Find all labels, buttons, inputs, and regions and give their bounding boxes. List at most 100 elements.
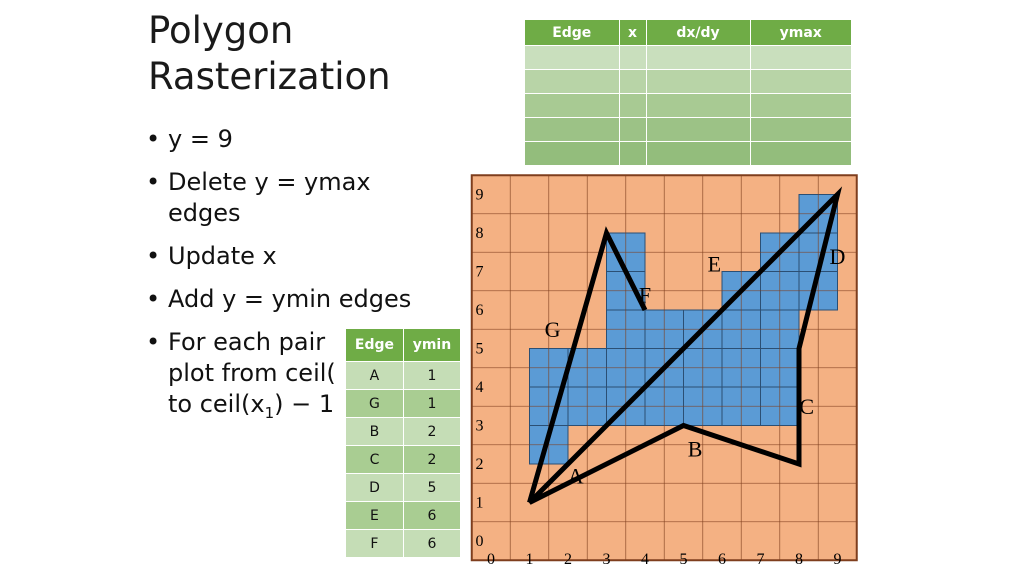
table-cell	[645, 69, 751, 94]
table-cell	[645, 45, 751, 70]
y-tick-label: 5	[475, 341, 483, 358]
active-edge-table: Edge x dx/dy ymax	[524, 19, 852, 166]
bullet-item: • For each pair plot from ceil( to ceil(…	[146, 327, 446, 429]
table-cell	[749, 117, 852, 142]
bullet-item: • Delete y = ymax edges	[146, 167, 446, 229]
table-cell	[618, 141, 647, 166]
edge-label: D	[830, 244, 846, 269]
title-line-2: Rasterization	[148, 55, 391, 98]
bullet-text-part: ) − 1	[274, 390, 335, 418]
raster-grid-plot: 0 1 2 3 4 5 6 7 8 9 0 1 2 3 4 5 6 7 8 9 A B C D E F G	[470, 174, 858, 568]
bullet-dot-icon: •	[146, 285, 161, 313]
aet-header-edge: Edge	[524, 19, 620, 46]
subscript: 1	[264, 403, 275, 422]
bullet-dot-icon: •	[146, 168, 161, 196]
aet-header-dxdy: dx/dy	[645, 19, 751, 46]
y-tick-label: 8	[475, 225, 483, 242]
bullet-dot-icon: •	[146, 328, 161, 356]
bullet-item: • Update x	[146, 241, 446, 272]
bullet-text: Add y = ymin edges	[168, 285, 412, 313]
table-row	[524, 141, 852, 166]
aet-header-ymax: ymax	[749, 19, 852, 46]
x-tick-label: 3	[603, 551, 611, 568]
bullet-item: • Add y = ymin edges	[146, 284, 446, 315]
table-cell	[524, 117, 620, 142]
ymin-cell: 1	[402, 361, 462, 390]
table-cell	[645, 117, 751, 142]
edge-label: C	[799, 394, 814, 419]
table-cell	[524, 93, 620, 118]
table-cell	[645, 93, 751, 118]
bullet-list: • y = 9 • Delete y = ymax edges • Update…	[146, 124, 446, 441]
edge-label: G	[545, 317, 561, 342]
edge-cell: G	[345, 389, 404, 418]
polygon-open-path	[527, 226, 648, 504]
table-row	[524, 69, 852, 94]
y-tick-label: 2	[475, 456, 483, 473]
edge-label: B	[688, 436, 703, 461]
table-cell	[749, 69, 852, 94]
slide-title: Polygon Rasterization	[148, 8, 448, 100]
table-cell	[524, 69, 620, 94]
x-tick-label: 4	[641, 551, 649, 568]
bullet-text: plot from ceil(	[168, 359, 336, 387]
bullet-text: y = 9	[168, 125, 233, 153]
bullet-text-part: to ceil(x	[168, 390, 265, 418]
x-tick-label: 5	[680, 551, 688, 568]
edge-cell: B	[345, 417, 404, 446]
bullet-item: • y = 9	[146, 124, 446, 155]
edge-label: F	[639, 282, 651, 307]
y-tick-label: 4	[475, 379, 483, 396]
ymin-cell: 6	[402, 529, 462, 558]
y-tick-label: 7	[475, 264, 483, 281]
edge-label: E	[708, 252, 721, 277]
table-row	[524, 45, 852, 70]
y-tick-label: 1	[475, 495, 483, 512]
table-cell	[618, 45, 647, 70]
y-tick-label: 6	[475, 302, 483, 319]
polygon-outline	[527, 186, 843, 505]
table-cell	[749, 93, 852, 118]
edge-cell: E	[345, 501, 404, 530]
ymin-cell: 1	[402, 389, 462, 418]
bullet-text: Delete y = ymax	[168, 168, 371, 196]
et-header-edge: Edge	[345, 328, 404, 362]
table-cell	[524, 45, 620, 70]
table-cell	[749, 141, 852, 166]
table-row	[524, 93, 852, 118]
title-line-1: Polygon	[148, 9, 294, 52]
table-cell	[645, 141, 751, 166]
x-tick-label: 2	[564, 551, 572, 568]
table-cell	[618, 93, 647, 118]
ymin-cell: 2	[402, 445, 462, 474]
x-tick-label: 9	[834, 551, 842, 568]
ymin-cell: 6	[402, 501, 462, 530]
aet-header-x: x	[618, 19, 647, 46]
table-cell	[618, 69, 647, 94]
ymin-cell: 5	[402, 473, 462, 502]
table-cell	[524, 141, 620, 166]
table-row	[524, 117, 852, 142]
bullet-text: to ceil(x1) − 1	[168, 389, 446, 429]
y-tick-label: 0	[475, 533, 483, 550]
y-tick-label: 9	[475, 187, 483, 204]
edge-cell: F	[345, 529, 404, 558]
x-tick-label: 1	[526, 551, 534, 568]
ymin-cell: 2	[402, 417, 462, 446]
edge-cell: C	[345, 445, 404, 474]
bullet-text: edges	[168, 199, 241, 227]
edge-cell: D	[345, 473, 404, 502]
et-header-ymin: ymin	[402, 328, 462, 362]
x-tick-label: 7	[757, 551, 765, 568]
table-cell	[618, 117, 647, 142]
bullet-text: Update x	[168, 242, 277, 270]
x-tick-label: 8	[795, 551, 803, 568]
